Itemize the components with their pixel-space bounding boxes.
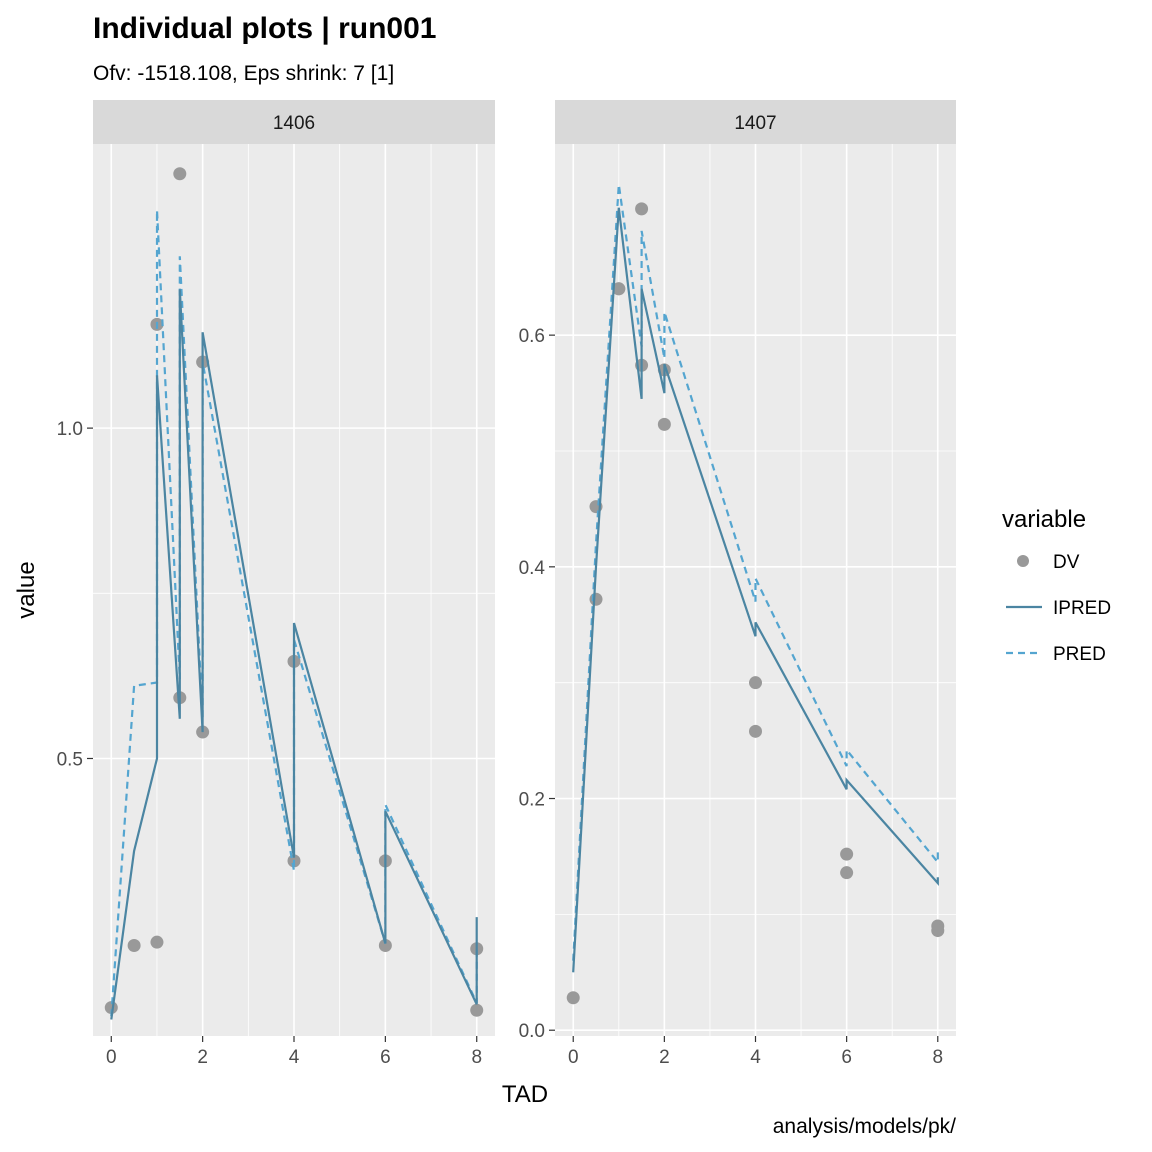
facet-strip-label: 1406 <box>273 113 315 134</box>
y-tick-label: 0.6 <box>519 326 545 347</box>
dv-point <box>173 167 187 181</box>
dv-point <box>749 676 762 690</box>
y-tick-label: 0.2 <box>519 790 545 811</box>
x-tick-label: 0 <box>568 1047 579 1068</box>
facet-panel-1407: 1407 0 2 4 6 8 0.0 0.2 0.4 0.6 <box>519 100 956 1068</box>
dv-point <box>127 938 141 952</box>
y-tick-label: 0.0 <box>519 1021 545 1042</box>
facet-strip-label: 1407 <box>734 113 776 134</box>
x-tick-label: 8 <box>471 1047 482 1068</box>
y-tick-label: 1.0 <box>57 419 83 440</box>
dv-point <box>931 924 945 938</box>
legend-title: variable <box>1002 506 1086 533</box>
dv-point <box>470 1003 484 1017</box>
x-tick-label: 4 <box>289 1047 300 1068</box>
dv-point <box>589 592 603 606</box>
dv-point <box>566 991 580 1005</box>
x-tick-label: 0 <box>106 1047 117 1068</box>
legend-label-pred: PRED <box>1053 644 1106 665</box>
x-tick-label: 6 <box>841 1047 852 1068</box>
x-tick-label: 8 <box>932 1047 943 1068</box>
y-axis-title: value <box>13 561 40 618</box>
ipred-line <box>572 207 939 973</box>
dv-point <box>378 938 392 952</box>
dv-point <box>612 282 626 296</box>
dv-point <box>150 935 164 949</box>
dv-point <box>749 724 762 738</box>
facet-panel-1406: 1406 0 2 4 6 8 0.5 1.0 <box>57 100 495 1068</box>
facet-strip <box>555 100 956 144</box>
x-tick-label: 2 <box>659 1047 670 1068</box>
y-tick-label: 0.5 <box>57 749 83 770</box>
legend-key-dv <box>1017 555 1029 567</box>
chart-subtitle: Ofv: -1518.108, Eps shrink: 7 [1] <box>93 62 394 85</box>
legend-label-dv: DV <box>1053 552 1080 573</box>
ipred-line <box>110 289 478 1020</box>
legend: variable DV IPRED PRED <box>1002 506 1111 665</box>
y-tick-label: 0.4 <box>519 558 546 579</box>
dv-point <box>657 417 671 431</box>
dv-point <box>104 1001 118 1015</box>
x-axis-title: TAD <box>502 1081 548 1108</box>
x-tick-label: 2 <box>197 1047 208 1068</box>
facet-strip <box>93 100 495 144</box>
dv-point <box>840 866 854 880</box>
x-tick-label: 4 <box>750 1047 761 1068</box>
dv-point <box>840 847 854 861</box>
chart-title: Individual plots | run001 <box>93 12 436 45</box>
dv-point <box>635 202 649 216</box>
caption: analysis/models/pk/ <box>773 1115 956 1138</box>
x-tick-label: 6 <box>380 1047 391 1068</box>
legend-label-ipred: IPRED <box>1053 598 1111 619</box>
